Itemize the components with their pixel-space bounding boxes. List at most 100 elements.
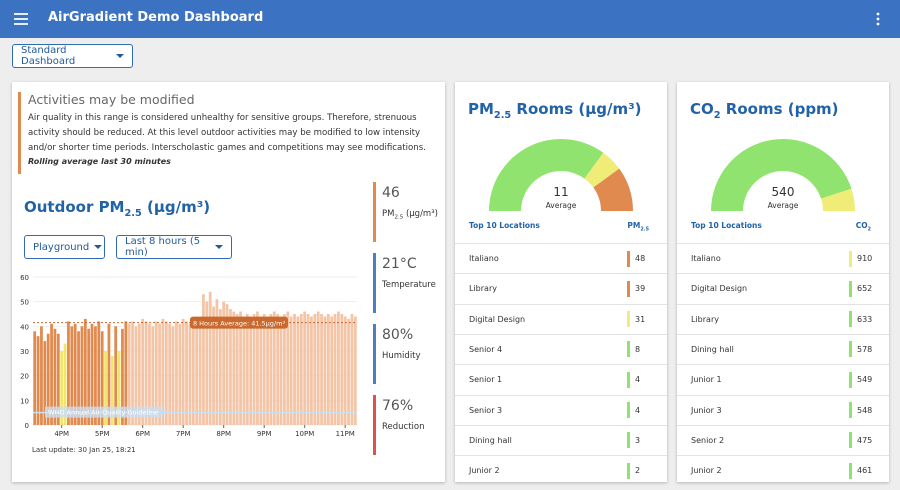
bar — [293, 314, 296, 425]
title-sub: 2.5 — [124, 208, 142, 219]
bar — [276, 314, 280, 425]
bar — [168, 323, 172, 425]
room-name: Dining hall — [469, 435, 512, 445]
room-value: 652 — [857, 284, 873, 294]
text-part: Humidity — [382, 351, 421, 361]
stat-value: 80% — [382, 327, 414, 343]
location-select[interactable]: Playground — [24, 235, 105, 259]
alert: Activities may be modified Air quality i… — [18, 92, 438, 174]
y-tick-label: 20 — [20, 373, 29, 381]
dashboard-select[interactable]: Standard Dashboard — [12, 44, 133, 68]
room-value: 4 — [635, 375, 641, 385]
guideline-label: WHO Annual Air Quality Guideline — [48, 409, 158, 417]
app-bar: AirGradient Demo Dashboard — [0, 0, 900, 38]
more-icon[interactable] — [874, 12, 882, 26]
table-row: Library 39 — [455, 273, 667, 303]
room-value: 578 — [857, 344, 873, 354]
room-indicator — [627, 432, 630, 449]
bar — [124, 321, 128, 425]
bar — [350, 314, 354, 425]
bar — [171, 326, 175, 425]
x-tick-label: 8PM — [216, 430, 231, 438]
room-name: Library — [691, 314, 719, 324]
bar — [117, 351, 121, 425]
stat-value: 46 — [382, 185, 400, 201]
room-value: 39 — [635, 284, 646, 294]
bar — [148, 323, 151, 425]
alert-title: Activities may be modified — [28, 92, 195, 107]
bar — [245, 314, 249, 425]
select-text: Last 8 hours (5 min) — [125, 236, 201, 258]
bar — [266, 316, 269, 425]
bar — [347, 318, 350, 425]
table-row: Senior 3 4 — [455, 394, 667, 425]
bar — [70, 326, 74, 425]
bar — [90, 323, 94, 425]
bar — [121, 328, 124, 425]
room-indicator — [849, 402, 852, 418]
bar — [232, 311, 236, 425]
room-indicator — [627, 402, 630, 418]
bar — [191, 326, 195, 425]
room-name: Senior 3 — [469, 405, 503, 415]
stat-label: Temperature — [382, 280, 445, 290]
bar — [262, 314, 266, 425]
y-tick-label: 60 — [20, 274, 29, 282]
room-name: Dining hall — [691, 344, 734, 354]
room-value: 2 — [635, 466, 641, 476]
stat: 46 PM2.5 (μg/m³) — [373, 182, 445, 242]
period-select[interactable]: Last 8 hours (5 min) — [116, 235, 232, 259]
bar — [60, 351, 64, 425]
room-value: 31 — [635, 314, 646, 324]
bar — [50, 323, 53, 425]
menu-icon[interactable] — [14, 12, 28, 26]
bar — [313, 314, 317, 425]
bar — [337, 311, 340, 425]
bar — [154, 321, 158, 425]
room-indicator — [849, 432, 852, 449]
bar — [137, 323, 141, 425]
table-row: Library 633 — [677, 303, 889, 334]
text-part: Reduction — [382, 422, 425, 432]
x-tick-label: 7PM — [176, 430, 191, 438]
room-name: Senior 2 — [691, 435, 725, 445]
bar — [83, 318, 87, 425]
table-unit: CO2 — [856, 221, 871, 233]
gauge: 11 Average — [489, 139, 633, 211]
bar — [80, 326, 84, 425]
room-name: Junior 2 — [691, 466, 722, 476]
bar — [77, 331, 80, 425]
bar — [110, 355, 114, 425]
stat: 76% Reduction — [373, 395, 445, 455]
room-value: 48 — [635, 254, 646, 263]
card-title: CO2 Rooms (ppm) — [690, 100, 839, 121]
y-tick-label: 50 — [20, 299, 29, 307]
bar — [73, 323, 77, 425]
average-label: 8 Hours Average: 41.5μg/m³ — [193, 320, 286, 328]
bar — [289, 316, 293, 425]
bar — [340, 314, 344, 425]
room-name: Italiano — [691, 254, 721, 263]
average-label-box — [190, 316, 288, 329]
room-value: 461 — [857, 466, 873, 476]
bar — [175, 321, 178, 425]
stat: 21°C Temperature — [373, 253, 445, 313]
bar — [114, 326, 118, 425]
text-part: PM — [382, 209, 395, 219]
bar — [208, 291, 212, 425]
table-row: Junior 3 548 — [677, 394, 889, 425]
bar — [320, 314, 323, 425]
bar — [43, 341, 47, 425]
table-row: Senior 2 475 — [677, 424, 889, 455]
bar — [279, 316, 283, 425]
title-part: (μg/m³) — [141, 198, 211, 216]
x-tick-label: 11PM — [336, 430, 355, 438]
stat: 80% Humidity — [373, 324, 445, 384]
bar — [323, 316, 327, 425]
subscript: 2 — [713, 110, 721, 121]
room-value: 549 — [857, 375, 873, 385]
bar — [63, 343, 67, 425]
subscript: 2.5 — [493, 110, 512, 121]
subscript: 2.5 — [640, 226, 649, 233]
room-indicator — [627, 462, 630, 479]
